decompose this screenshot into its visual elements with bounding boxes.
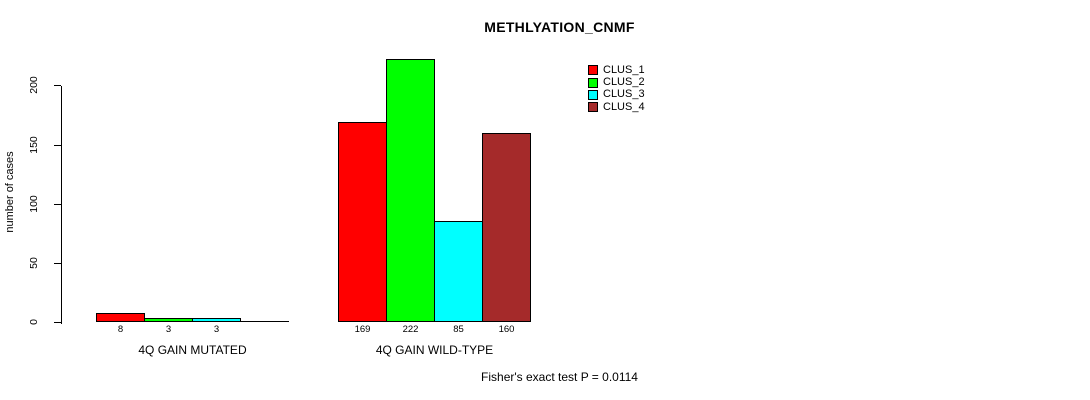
legend-row-clus_2: CLUS_2 — [588, 76, 645, 88]
y-axis-label: number of cases — [4, 151, 16, 233]
y-tick — [54, 322, 61, 323]
legend-swatch-clus_4 — [588, 102, 598, 113]
legend-label-clus_4: CLUS_4 — [603, 100, 645, 113]
x-group-label: 4Q GAIN WILD-TYPE — [375, 343, 494, 357]
bar-clus_2-group1 — [386, 59, 435, 322]
bar-value-label: 3 — [213, 324, 220, 335]
bar-clus_1-group1 — [338, 122, 387, 322]
legend-swatch-clus_3 — [588, 89, 598, 100]
bar-value-label: 8 — [117, 324, 124, 335]
legend: CLUS_1 CLUS_2 CLUS_3 CLUS_4 — [588, 64, 645, 114]
legend-row-clus_4: CLUS_4 — [588, 101, 645, 113]
legend-label-clus_2: CLUS_2 — [603, 76, 645, 89]
bar-value-label: 85 — [453, 324, 464, 335]
bar-clus_2-group0 — [144, 318, 193, 322]
bar-value-label: 3 — [165, 324, 172, 335]
legend-swatch-clus_1 — [588, 65, 598, 76]
legend-swatch-clus_2 — [588, 77, 598, 88]
legend-label-clus_1: CLUS_1 — [603, 63, 645, 76]
y-tick-label: 0 — [27, 319, 40, 325]
legend-row-clus_3: CLUS_3 — [588, 89, 645, 101]
y-tick-label: 50 — [27, 257, 40, 269]
y-tick-label: 100 — [27, 195, 40, 213]
bar-value-label: 160 — [498, 324, 515, 335]
bar-clus_3-group0 — [192, 318, 241, 322]
annotation-fishers-test: Fisher's exact test P = 0.0114 — [481, 370, 638, 384]
y-tick — [54, 85, 61, 86]
x-group-label: 4Q GAIN MUTATED — [138, 343, 247, 357]
bar-clus_4-group1 — [482, 133, 531, 322]
y-tick — [54, 263, 61, 264]
y-tick-label: 200 — [27, 76, 40, 94]
legend-row-clus_1: CLUS_1 — [588, 64, 645, 76]
y-tick — [54, 204, 61, 205]
y-axis-line — [61, 86, 62, 324]
y-tick-label: 150 — [27, 136, 40, 154]
bar-clus_1-group0 — [96, 313, 145, 322]
bar-clus_3-group1 — [434, 221, 483, 322]
bar-clus_4-group0-zero — [240, 321, 289, 322]
bar-value-label: 222 — [402, 324, 419, 335]
y-tick — [54, 145, 61, 146]
chart-title: METHLYATION_CNMF — [484, 19, 635, 35]
bar-value-label: 169 — [354, 324, 371, 335]
legend-label-clus_3: CLUS_3 — [603, 88, 645, 101]
